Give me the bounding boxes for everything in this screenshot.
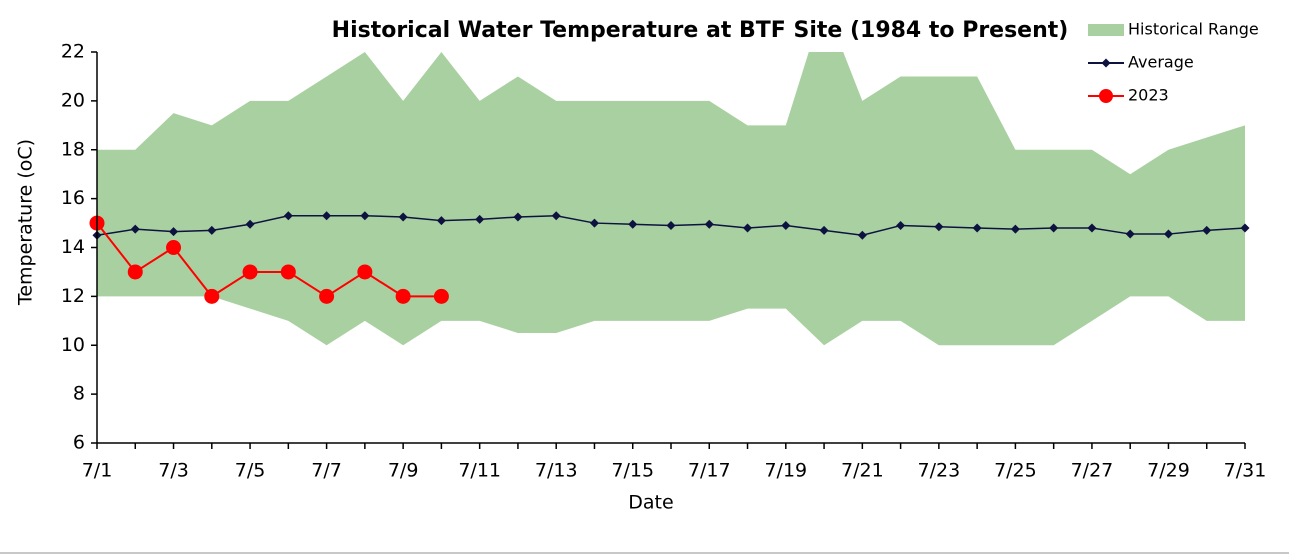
point <box>781 221 791 231</box>
point <box>207 225 217 235</box>
point <box>319 288 335 304</box>
y-tick-label: 20 <box>61 89 85 111</box>
x-tick-label: 7/15 <box>611 460 654 482</box>
x-tick-label: 7/19 <box>764 460 807 482</box>
x-tick-label: 7/7 <box>311 460 342 482</box>
point <box>395 288 411 304</box>
point <box>589 218 599 228</box>
point <box>934 222 944 232</box>
y-tick-label: 22 <box>61 41 85 63</box>
x-tick-label: 7/23 <box>918 460 961 482</box>
legend-label: Average <box>1128 53 1194 72</box>
point <box>1240 223 1250 233</box>
y-tick-label: 16 <box>61 187 85 209</box>
x-tick-label: 7/5 <box>235 460 266 482</box>
point <box>242 264 258 280</box>
y-tick-label: 10 <box>61 334 85 356</box>
x-axis-label: Date <box>628 492 673 514</box>
point <box>357 264 373 280</box>
x-tick-label: 7/17 <box>688 460 731 482</box>
x-tick-label: 7/21 <box>841 460 884 482</box>
legend-marker <box>1099 89 1113 103</box>
point <box>819 225 829 235</box>
point <box>166 240 182 255</box>
point <box>551 211 561 221</box>
x-tick-label: 7/31 <box>1224 460 1267 482</box>
plot-area <box>89 52 1250 346</box>
point <box>245 219 255 229</box>
x-tick-label: 7/1 <box>82 460 113 482</box>
x-tick-label: 7/3 <box>158 460 189 482</box>
chart-title: Historical Water Temperature at BTF Site… <box>332 18 1069 43</box>
point <box>1049 223 1059 233</box>
point <box>169 227 179 237</box>
y-tick-label: 8 <box>73 383 85 405</box>
y-tick-label: 14 <box>61 236 85 258</box>
point <box>475 214 485 224</box>
series-line <box>96 222 442 298</box>
point <box>283 211 293 221</box>
point <box>398 212 408 222</box>
x-tick-label: 7/29 <box>1147 460 1190 482</box>
point <box>896 221 906 231</box>
x-tick-label: 7/13 <box>535 460 578 482</box>
point <box>1163 229 1173 239</box>
point <box>322 211 332 221</box>
point <box>513 212 523 222</box>
x-tick-label: 7/27 <box>1071 460 1114 482</box>
point <box>1125 229 1135 239</box>
point <box>280 264 296 280</box>
legend-label: Historical Range <box>1128 20 1259 39</box>
legend: Historical Range Average 2023 <box>1088 20 1259 105</box>
x-tick-label: 7/9 <box>388 460 419 482</box>
x-tick-label: 7/25 <box>994 460 1037 482</box>
legend-label: 2023 <box>1128 86 1169 105</box>
point <box>972 223 982 233</box>
point <box>360 211 370 221</box>
legend-swatch <box>1088 24 1124 36</box>
point <box>743 223 753 233</box>
point <box>1010 224 1020 234</box>
y-tick-label: 12 <box>61 285 85 307</box>
y-tick-label: 18 <box>61 138 85 160</box>
point <box>1202 225 1212 235</box>
point <box>433 288 449 304</box>
y-axis-label: Temperature (oC) <box>15 139 37 306</box>
y-tick-label: 6 <box>73 432 85 454</box>
point <box>204 288 220 304</box>
range-area <box>97 52 1245 346</box>
legend-marker <box>1101 58 1111 68</box>
point <box>666 221 676 231</box>
x-tick-label: 7/11 <box>458 460 501 482</box>
point <box>628 219 638 229</box>
point <box>704 219 714 229</box>
point <box>130 224 140 234</box>
point <box>127 264 143 280</box>
point <box>436 216 446 226</box>
point <box>1087 223 1097 233</box>
point <box>857 230 867 240</box>
